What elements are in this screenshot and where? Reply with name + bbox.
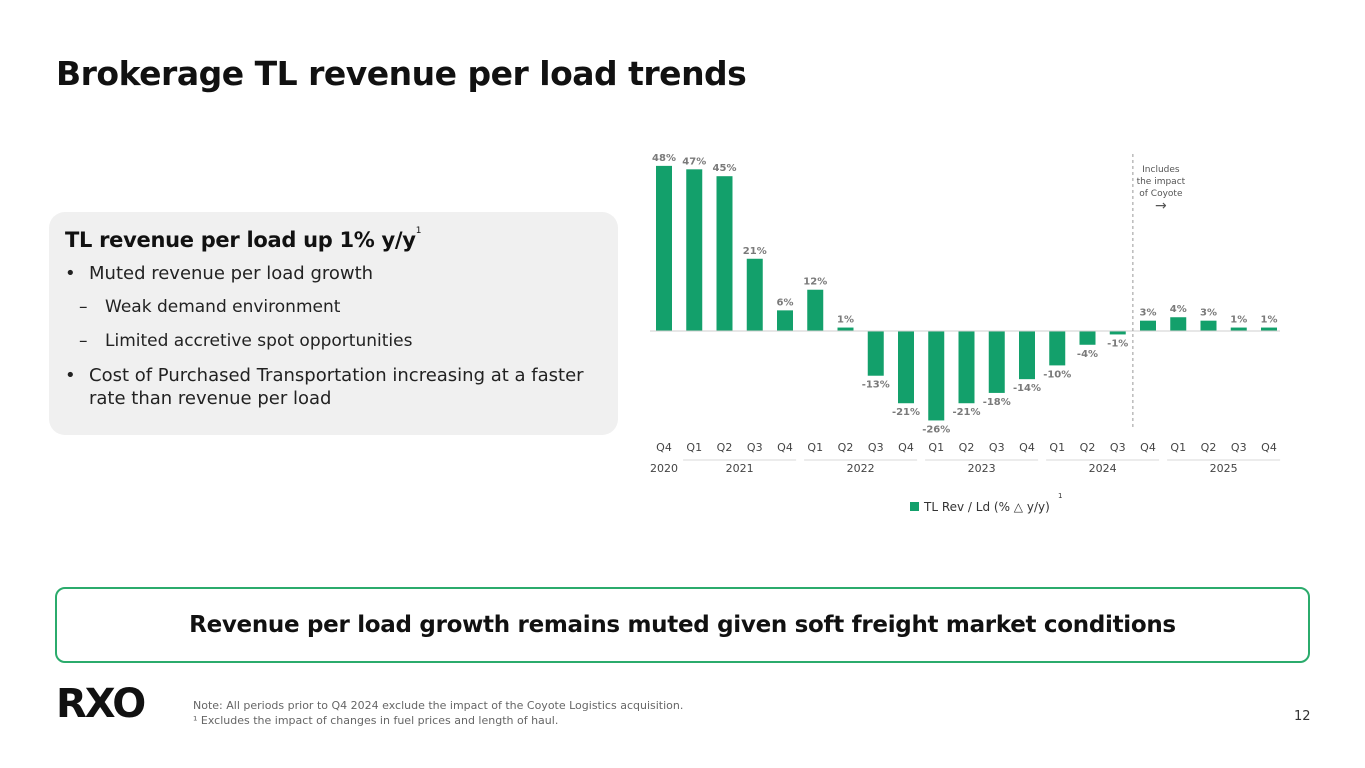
x-tick-label: Q3 [747,441,763,454]
right-arrow-icon: → [1155,198,1167,214]
data-label: 48% [652,153,676,164]
data-label: -1% [1107,338,1128,349]
x-tick-label: Q1 [1049,441,1065,454]
year-label: 2022 [847,462,875,475]
bar [928,331,945,421]
footnotes: Note: All periods prior to Q4 2024 exclu… [193,698,683,728]
year-label: 2021 [726,462,754,475]
data-label: -10% [1043,369,1071,380]
data-label: 3% [1140,308,1157,319]
x-tick-label: Q4 [1261,441,1277,454]
bar [1019,331,1035,380]
bar [988,331,1005,393]
data-label: 1% [1261,315,1278,326]
x-tick-label: Q4 [777,441,793,454]
bar [1261,327,1277,331]
year-label: 2023 [968,462,996,475]
legend-swatch [910,502,919,511]
rxo-logo: RXO [56,681,146,727]
data-label: -26% [922,424,950,435]
sub-bullet-item: Weak demand environment [65,296,602,319]
bullet-item: Cost of Purchased Transportation increas… [65,364,602,410]
data-label: 12% [803,277,827,288]
data-label: -21% [952,407,980,418]
bar [837,327,854,331]
x-tick-label: Q2 [959,441,975,454]
callout-heading: TL revenue per load up 1% y/y1 [65,226,602,252]
footnote-note: Note: All periods prior to Q4 2024 exclu… [193,699,684,712]
revenue-per-load-chart: 48% 47%45%21%6%12%1%-13%-21%-26%-21%-18%-… [650,153,1281,514]
data-label: -13% [862,380,890,391]
annotation-text: the impact [1137,177,1186,187]
bar [958,331,975,404]
legend-layer: TL Rev / Ld (% △ y/y) 1 [910,492,1062,514]
year-label: 2020 [650,462,678,475]
annotation-layer: Includes the impact of Coyote→ [1132,154,1186,430]
x-tick-label: Q4 [656,441,672,454]
x-tick-label: Q2 [838,441,854,454]
data-label: -21% [892,407,920,418]
bar [1049,331,1066,366]
bar [1079,331,1096,345]
conclusion-banner: Revenue per load growth remains muted gi… [55,587,1310,663]
x-tick-label: Q4 [1019,441,1035,454]
bars-layer [656,165,1277,421]
data-label: -14% [1013,383,1041,394]
data-label: 1% [837,315,854,326]
annotation-text: of Coyote [1139,189,1183,199]
footnote-marker: 1 [415,226,422,236]
x-tick-label: Q3 [1231,441,1247,454]
page-number: 12 [1294,709,1311,724]
banner-text: Revenue per load growth remains muted gi… [189,612,1176,638]
year-label: 2024 [1089,462,1117,475]
legend-footnote-marker: 1 [1058,492,1062,500]
bar [716,176,733,331]
bar [686,169,703,331]
data-label: -18% [983,397,1011,408]
bar [777,310,793,331]
x-tick-label: Q3 [989,441,1005,454]
x-tick-label: Q3 [1110,441,1126,454]
data-label: 4% [1170,304,1187,315]
callout-heading-text: TL revenue per load up 1% y/y [65,228,416,252]
x-tick-label: Q2 [1080,441,1096,454]
key-takeaway-box: TL revenue per load up 1% y/y1 Muted rev… [49,212,618,435]
x-tick-label: Q1 [1170,441,1186,454]
annotation-text: Includes [1142,165,1180,175]
legend-label: TL Rev / Ld (% △ y/y) [923,500,1050,514]
data-label: 1% [1230,315,1247,326]
bar [1230,327,1247,331]
bar [656,165,672,331]
x-tick-label: Q3 [868,441,884,454]
bar [867,331,884,376]
data-label: 47% [682,156,706,167]
bar [1109,331,1126,335]
bar [807,289,824,331]
footnote-1: ¹ Excludes the impact of changes in fuel… [193,714,559,727]
bar [1200,320,1217,331]
x-axis-layer: Q4 Q1 Q2 Q3 Q4 Q1 Q2 Q3 Q4 Q1 Q2 Q3 Q4 Q1 Q2 Q3 Q4 Q1 Q2 Q3… [650,330,1281,475]
year-label: 2025 [1210,462,1238,475]
data-label: 3% [1200,308,1217,319]
data-label: -4% [1077,349,1098,360]
x-tick-label: Q4 [898,441,914,454]
data-label: 21% [743,246,767,257]
x-tick-label: Q2 [1201,441,1217,454]
data-label: 6% [777,297,794,308]
callout-bullet-list: Muted revenue per load growth Weak deman… [65,262,602,410]
bar [1140,320,1156,331]
x-tick-label: Q4 [1140,441,1156,454]
x-tick-label: Q2 [717,441,733,454]
page-title: Brokerage TL revenue per load trends [56,54,747,93]
value-labels-layer: 48% 47%45%21%6%12%1%-13%-21%-26%-21%-18%-… [652,153,1277,436]
data-label: 45% [713,163,737,174]
bar [898,331,914,404]
bar [746,258,763,331]
x-tick-label: Q1 [928,441,944,454]
x-tick-label: Q1 [686,441,702,454]
bullet-item: Muted revenue per load growth [65,262,602,285]
sub-bullet-item: Limited accretive spot opportunities [65,330,602,353]
bar [1170,317,1187,331]
x-tick-label: Q1 [807,441,823,454]
